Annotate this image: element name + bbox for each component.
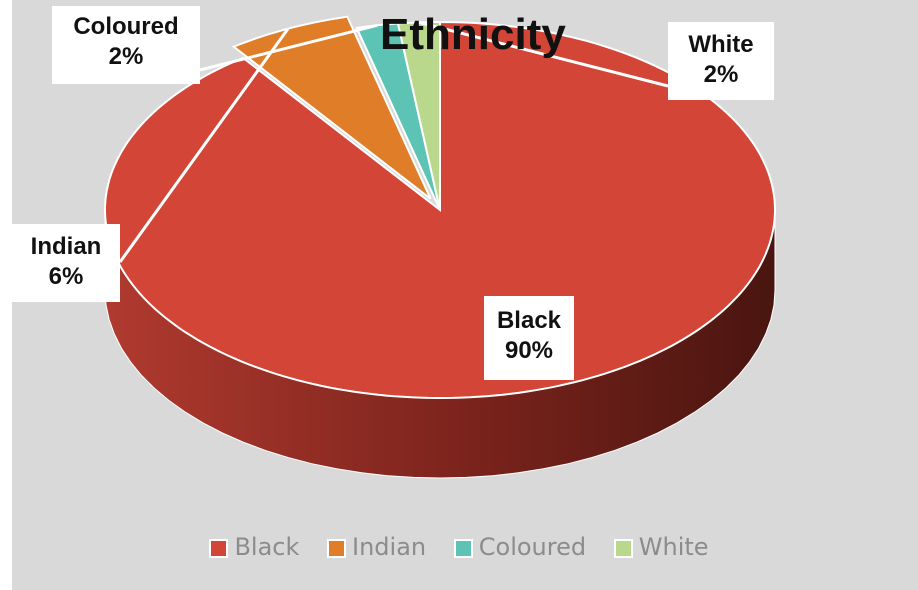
data-label-black-value: 90%	[504, 337, 554, 364]
data-label-coloured-name: Coloured	[73, 13, 179, 40]
legend-item-indian: Indian	[327, 533, 426, 561]
leader-line-coloured	[199, 23, 378, 72]
legend-item-coloured: Coloured	[453, 533, 587, 561]
leader-line-indian	[118, 27, 290, 263]
data-label-black-name: Black	[496, 307, 562, 334]
data-label-coloured: Coloured 2%	[52, 6, 200, 84]
legend-item-white: White	[613, 533, 709, 561]
data-label-white-value: 2%	[703, 61, 739, 88]
data-label-indian-value: 6%	[48, 263, 84, 290]
data-label-white: White 2%	[668, 22, 774, 100]
legend-swatch-indian	[327, 538, 347, 558]
legend: Black Indian Coloured White	[0, 532, 918, 561]
legend-label-indian: Indian	[352, 533, 427, 561]
data-label-black: Black 90%	[484, 296, 574, 380]
data-label-indian-name: Indian	[30, 233, 102, 260]
data-label-indian: Indian 6%	[12, 224, 120, 302]
data-label-coloured-value: 2%	[108, 43, 144, 70]
legend-swatch-black	[209, 538, 229, 558]
legend-item-black: Black	[209, 533, 299, 561]
legend-swatch-coloured	[453, 538, 473, 558]
legend-label-coloured: Coloured	[478, 533, 587, 561]
leader-line-white	[418, 20, 669, 88]
legend-label-black: Black	[234, 533, 300, 561]
legend-swatch-white	[613, 538, 633, 558]
legend-label-white: White	[638, 533, 709, 561]
chart-title: Ethnicity	[380, 10, 566, 59]
data-label-white-name: White	[688, 31, 754, 58]
